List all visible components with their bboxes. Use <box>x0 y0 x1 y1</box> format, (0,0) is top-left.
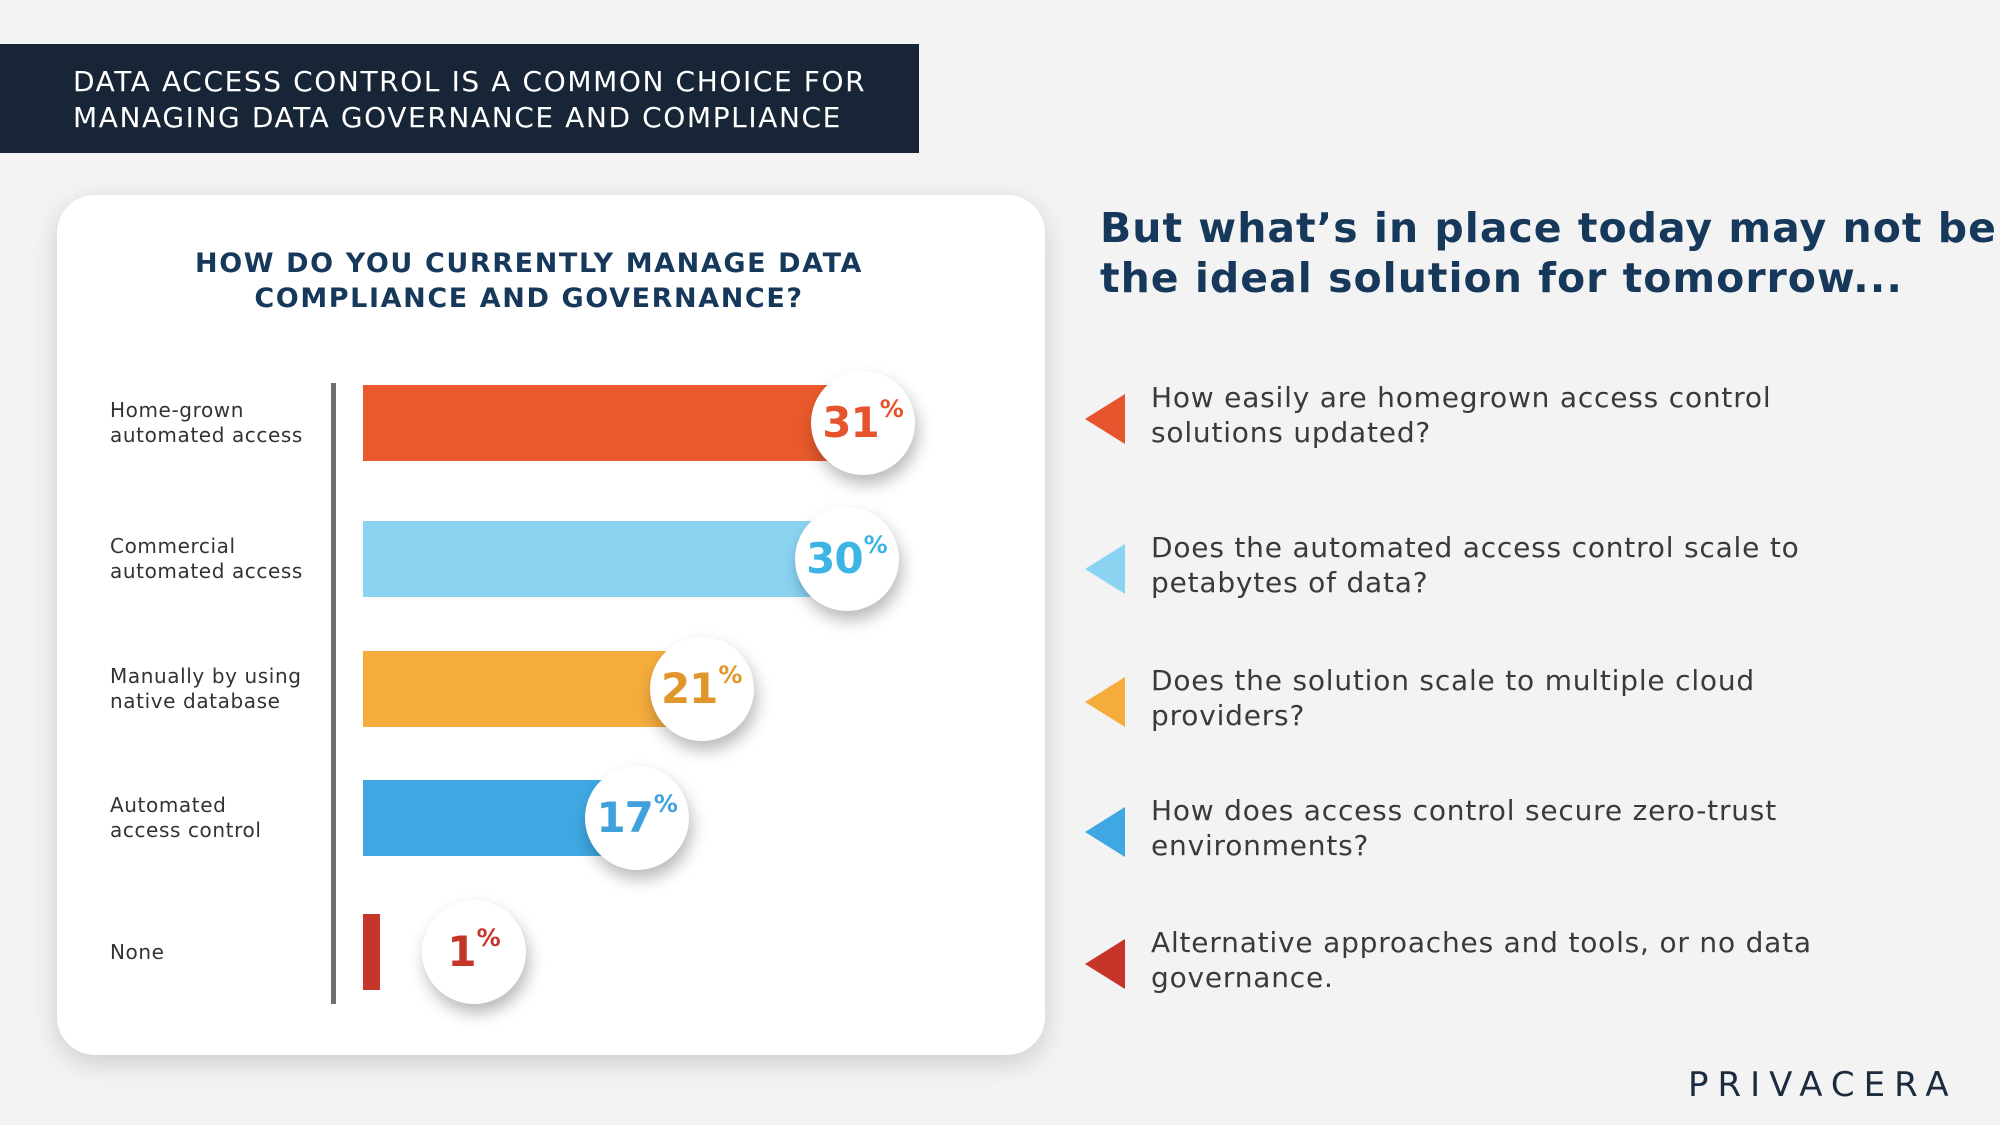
title-banner: DATA ACCESS CONTROL IS A COMMON CHOICE F… <box>0 44 919 153</box>
value-label: 17 <box>596 793 653 842</box>
question-line: Does the automated access control scale … <box>1151 531 1800 564</box>
category-label-line: access control <box>110 818 262 842</box>
question-text: Does the automated access control scale … <box>1151 530 1931 600</box>
chart-title-line-1: HOW DO YOU CURRENTLY MANAGE DATA <box>195 248 863 279</box>
bar <box>363 521 847 597</box>
banner-line-1: DATA ACCESS CONTROL IS A COMMON CHOICE F… <box>73 65 867 98</box>
question-line: governance. <box>1151 961 1334 994</box>
banner-line-2: MANAGING DATA GOVERNANCE AND COMPLIANCE <box>73 101 842 134</box>
pointer-arrow-icon <box>1085 939 1125 989</box>
question-line: providers? <box>1151 699 1306 732</box>
value-badge: 21% <box>649 637 754 741</box>
value-badge: 30% <box>794 507 899 611</box>
question-line: How easily are homegrown access control <box>1151 381 1772 414</box>
right-heading-line-1: But what’s in place today may not be <box>1100 204 1997 252</box>
category-label-line: Home-grown <box>110 398 245 422</box>
question-line: Alternative approaches and tools, or no … <box>1151 926 1812 959</box>
value-label: 1 <box>447 927 476 976</box>
pointer-arrow-icon <box>1085 544 1125 594</box>
category-label: Commercial automated access <box>110 534 320 584</box>
chart-card <box>57 195 1045 1055</box>
value-badge: 31% <box>811 371 915 475</box>
question-text: Does the solution scale to multiple clou… <box>1151 663 1931 733</box>
category-label: None <box>110 940 320 965</box>
chart-axis-line <box>331 383 336 1004</box>
chart-title-line-2: COMPLIANCE AND GOVERNANCE? <box>254 283 804 314</box>
value-label: 21 <box>660 664 718 713</box>
question-text: Alternative approaches and tools, or no … <box>1151 925 1931 995</box>
category-label-line: Commercial <box>110 534 236 558</box>
right-heading-line-2: the ideal solution for tomorrow... <box>1100 254 1903 302</box>
question-text: How easily are homegrown access control s… <box>1151 380 1931 450</box>
category-label-line: automated access <box>110 423 303 447</box>
pointer-arrow-icon <box>1085 807 1125 857</box>
pointer-arrow-icon <box>1085 677 1125 727</box>
category-label: Manually by using native database <box>110 664 320 714</box>
chart-title: HOW DO YOU CURRENTLY MANAGE DATA COMPLIA… <box>0 246 1058 316</box>
pointer-arrow-icon <box>1085 394 1125 444</box>
value-label: 30 <box>806 534 863 583</box>
question-line: Does the solution scale to multiple clou… <box>1151 664 1755 697</box>
category-label: Home-grown automated access <box>110 398 320 448</box>
percent-sign: % <box>863 531 888 559</box>
percent-sign: % <box>718 661 743 689</box>
bar <box>363 651 702 727</box>
value-label: 31 <box>822 398 879 447</box>
category-label-line: Manually by using <box>110 664 302 688</box>
percent-sign: % <box>476 924 501 952</box>
question-line: How does access control secure zero-trus… <box>1151 794 1777 827</box>
percent-sign: % <box>653 790 678 818</box>
category-label-line: Automated <box>110 793 227 817</box>
bar <box>363 914 380 990</box>
right-heading: But what’s in place today may not be the… <box>1100 203 1997 303</box>
question-line: environments? <box>1151 829 1370 862</box>
question-line: petabytes of data? <box>1151 566 1429 599</box>
category-label-line: None <box>110 939 165 964</box>
category-label: Automated access control <box>110 793 320 843</box>
percent-sign: % <box>879 395 904 423</box>
bar <box>363 385 863 461</box>
value-badge: 17% <box>585 766 690 870</box>
category-label-line: automated access <box>110 559 303 583</box>
question-text: How does access control secure zero-trus… <box>1151 793 1931 863</box>
privacera-logo: PRIVACERA <box>1688 1065 1958 1105</box>
category-label-line: native database <box>110 689 281 713</box>
question-line: solutions updated? <box>1151 416 1432 449</box>
value-badge: 1% <box>422 900 526 1004</box>
